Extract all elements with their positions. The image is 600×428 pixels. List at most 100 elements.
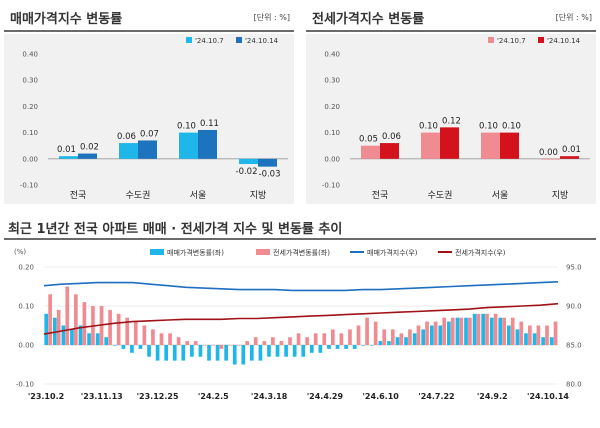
category-label: 지방 <box>552 190 569 201</box>
bar <box>119 143 138 159</box>
trend-chart-title: 최근 1년간 전국 아파트 매매 · 전세가격 지수 및 변동률 추이 <box>8 222 343 237</box>
bar <box>309 345 314 353</box>
bar <box>138 345 143 349</box>
sale-change-panel: 매매가격지수 변동률 [단위 : %] 0.40 0.30 0.20 0.10 0.00… <box>4 6 294 204</box>
bar <box>373 321 378 345</box>
bar <box>440 127 459 159</box>
bar <box>159 333 164 345</box>
bar <box>176 337 181 345</box>
x-tick-label: '23.10.2 <box>28 392 64 401</box>
bar <box>339 333 344 345</box>
bar <box>112 345 117 346</box>
left-tick-label: 0.10 <box>18 303 34 311</box>
category-label: 수도권 <box>126 189 151 201</box>
bar <box>301 345 306 357</box>
value-label: 0.07 <box>140 129 159 139</box>
bar <box>151 329 155 345</box>
bar <box>239 158 258 165</box>
bar <box>318 345 323 353</box>
bar <box>380 143 399 159</box>
bar <box>536 325 541 345</box>
value-label: -0.03 <box>259 170 281 180</box>
bar <box>421 329 426 345</box>
sale-change-chart: 0.40 0.30 0.20 0.10 0.00 -0.10 '24.10.7 '24.10.… <box>20 37 288 201</box>
bar <box>179 132 198 159</box>
bar <box>275 345 280 357</box>
x-tick-label: '24.6.10 <box>362 392 399 401</box>
legend-label: '24.10.7 <box>195 37 224 45</box>
bar <box>498 317 503 345</box>
bar <box>412 333 417 345</box>
y-tick-label: 0.00 <box>22 155 38 163</box>
bar <box>271 337 275 345</box>
bar <box>44 313 49 345</box>
category-label: 전국 <box>372 190 389 201</box>
bar <box>500 132 519 159</box>
value-label: 0.12 <box>442 116 461 126</box>
bar <box>549 337 554 345</box>
x-tick-label: '23.12.25 <box>137 392 179 401</box>
bar <box>541 158 560 160</box>
bar <box>399 333 404 345</box>
bar <box>313 333 318 345</box>
bar <box>284 345 288 357</box>
y-tick-label: 0.30 <box>22 77 38 85</box>
value-label: 0.11 <box>200 119 219 129</box>
bar <box>464 317 468 345</box>
legend-swatch <box>186 37 192 43</box>
value-label: 0.05 <box>359 135 378 145</box>
right-tick-label: 85.0 <box>566 342 582 350</box>
legend-swatch <box>256 249 270 255</box>
value-label: -0.02 <box>236 167 258 177</box>
sale-index-line <box>43 281 559 292</box>
chart-area: 0.40 0.30 0.20 0.10 0.00 -0.10 '24.10.7 '24.10.… <box>306 34 596 204</box>
left-tick-label: 0.00 <box>18 342 34 350</box>
bar <box>241 345 246 365</box>
bar <box>476 313 481 345</box>
bar <box>560 156 579 159</box>
x-tick-label: '23.11.13 <box>81 392 123 401</box>
bar <box>82 302 87 345</box>
y-tick-label: 0.20 <box>22 103 38 111</box>
bar <box>155 345 160 361</box>
bar <box>219 345 224 349</box>
bar <box>404 337 408 345</box>
bar <box>78 153 97 159</box>
x-tick-label: '24.3.18 <box>251 392 288 401</box>
bar <box>78 325 83 345</box>
bar <box>133 321 138 345</box>
bar <box>447 321 451 345</box>
bar <box>502 317 506 345</box>
x-tick-label: '24.9.2 <box>477 392 508 401</box>
legend-label: 매매가격지수(우) <box>367 248 418 257</box>
bar <box>65 286 70 345</box>
bar <box>292 345 297 357</box>
bar <box>211 345 215 346</box>
bar <box>172 345 177 361</box>
bar <box>305 337 309 345</box>
unit-label: [단위 : %] <box>555 13 592 22</box>
bar <box>95 333 100 345</box>
y-tick-label: 0.10 <box>22 129 38 137</box>
bar <box>253 337 258 345</box>
bar <box>52 317 57 345</box>
category-label: 지방 <box>250 190 267 201</box>
trend-chart: 0.20 0.10 0.00 -0.10 95.0 90.0 85.0 80.0 (%) 매매가격… <box>14 248 582 401</box>
bar <box>198 345 203 357</box>
legend-swatch <box>236 37 242 43</box>
legend-swatch <box>150 249 164 255</box>
bar <box>344 345 348 349</box>
bar <box>528 325 532 345</box>
title-divider <box>4 238 596 240</box>
bar <box>56 309 61 345</box>
bar <box>356 325 361 345</box>
legend-label: '24.10.7 <box>497 37 526 45</box>
legend-label: 전세가격지수(우) <box>455 248 506 257</box>
value-label: 0.10 <box>502 122 521 132</box>
bar <box>228 345 232 346</box>
unit-label: [단위 : %] <box>253 13 290 22</box>
bar <box>438 325 443 345</box>
bar <box>348 329 352 345</box>
bar <box>202 345 207 346</box>
bar <box>352 345 357 349</box>
